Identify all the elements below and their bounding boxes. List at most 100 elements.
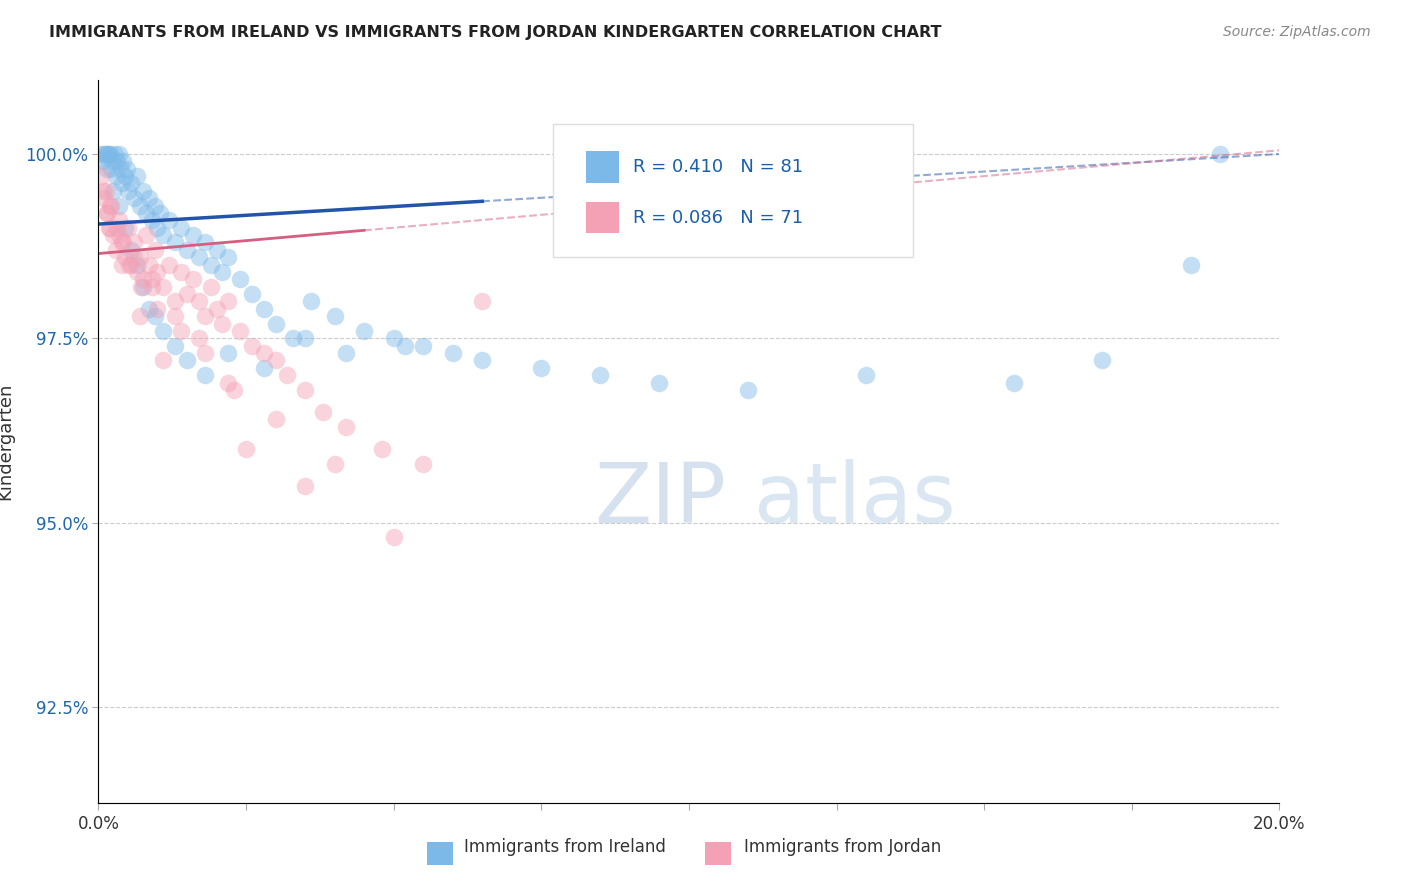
Point bbox=[105, 154, 128, 169]
Point bbox=[152, 353, 174, 368]
Point bbox=[132, 279, 155, 293]
Point bbox=[229, 324, 252, 338]
Point bbox=[105, 169, 128, 183]
Point bbox=[141, 213, 163, 227]
Point bbox=[323, 457, 346, 471]
Point bbox=[114, 250, 136, 264]
Point bbox=[382, 331, 405, 345]
Point bbox=[371, 442, 394, 456]
Point bbox=[157, 213, 180, 227]
Point bbox=[111, 258, 134, 272]
Point bbox=[276, 368, 298, 383]
Point bbox=[125, 258, 148, 272]
Point bbox=[211, 317, 233, 331]
Point bbox=[205, 243, 228, 257]
Point bbox=[312, 405, 335, 419]
Point bbox=[176, 287, 198, 301]
Point bbox=[187, 294, 209, 309]
Point bbox=[91, 184, 114, 198]
Point bbox=[98, 147, 121, 161]
Text: Source: ZipAtlas.com: Source: ZipAtlas.com bbox=[1223, 25, 1371, 39]
Point bbox=[165, 294, 187, 309]
Point bbox=[471, 353, 494, 368]
Point bbox=[737, 383, 759, 397]
Point bbox=[283, 331, 305, 345]
Point bbox=[394, 339, 416, 353]
Text: R = 0.086   N = 71: R = 0.086 N = 71 bbox=[634, 209, 804, 227]
Point bbox=[122, 250, 145, 264]
Point bbox=[335, 346, 357, 360]
Text: ZIP: ZIP bbox=[595, 458, 727, 540]
Point bbox=[135, 228, 157, 243]
Point bbox=[264, 353, 287, 368]
Point bbox=[138, 301, 160, 316]
Point bbox=[205, 301, 228, 316]
Text: atlas: atlas bbox=[754, 458, 956, 540]
Point bbox=[294, 331, 316, 345]
Point bbox=[138, 191, 160, 205]
FancyBboxPatch shape bbox=[553, 124, 914, 257]
Point bbox=[170, 220, 193, 235]
Point bbox=[96, 206, 118, 220]
Point bbox=[100, 161, 122, 176]
Point bbox=[382, 530, 405, 544]
Point bbox=[93, 147, 115, 161]
Point bbox=[132, 272, 155, 286]
Point bbox=[118, 258, 141, 272]
Point bbox=[143, 309, 166, 323]
Point bbox=[200, 258, 222, 272]
Point bbox=[200, 279, 222, 293]
Text: R = 0.410   N = 81: R = 0.410 N = 81 bbox=[634, 158, 804, 176]
Point bbox=[240, 287, 263, 301]
Point bbox=[103, 228, 125, 243]
Point bbox=[135, 206, 157, 220]
Point bbox=[94, 184, 117, 198]
Point bbox=[194, 309, 217, 323]
Point bbox=[98, 199, 121, 213]
Point bbox=[855, 368, 877, 383]
Bar bbox=[427, 842, 453, 865]
Point bbox=[128, 309, 150, 323]
Point bbox=[176, 353, 198, 368]
Point bbox=[1091, 353, 1114, 368]
Y-axis label: Kindergarten: Kindergarten bbox=[0, 383, 14, 500]
Point bbox=[194, 346, 217, 360]
Point bbox=[187, 331, 209, 345]
Point bbox=[157, 258, 180, 272]
Point bbox=[194, 235, 217, 250]
Point bbox=[217, 294, 239, 309]
Point bbox=[264, 412, 287, 426]
Point bbox=[132, 184, 155, 198]
Point bbox=[104, 147, 127, 161]
Point bbox=[98, 220, 121, 235]
Point bbox=[103, 184, 125, 198]
Point bbox=[530, 360, 553, 375]
Point bbox=[152, 279, 174, 293]
Point bbox=[1002, 376, 1025, 390]
Point bbox=[165, 235, 187, 250]
Point bbox=[141, 272, 163, 286]
Point bbox=[128, 199, 150, 213]
Point bbox=[143, 199, 166, 213]
Point bbox=[105, 220, 128, 235]
Point bbox=[90, 169, 112, 183]
Point bbox=[152, 228, 174, 243]
Point bbox=[1209, 147, 1232, 161]
Point bbox=[117, 184, 139, 198]
Point bbox=[125, 169, 148, 183]
Text: IMMIGRANTS FROM IRELAND VS IMMIGRANTS FROM JORDAN KINDERGARTEN CORRELATION CHART: IMMIGRANTS FROM IRELAND VS IMMIGRANTS FR… bbox=[49, 25, 942, 40]
Point bbox=[152, 324, 174, 338]
Point bbox=[120, 243, 142, 257]
Point bbox=[211, 265, 233, 279]
Point bbox=[471, 294, 494, 309]
Point bbox=[110, 161, 132, 176]
Text: Immigrants from Jordan: Immigrants from Jordan bbox=[744, 838, 941, 856]
Bar bbox=[706, 842, 731, 865]
Point bbox=[294, 383, 316, 397]
Bar bbox=[586, 202, 619, 234]
Point bbox=[253, 346, 276, 360]
Point bbox=[96, 161, 118, 176]
Point bbox=[94, 147, 117, 161]
Point bbox=[93, 191, 115, 205]
Point bbox=[353, 324, 375, 338]
